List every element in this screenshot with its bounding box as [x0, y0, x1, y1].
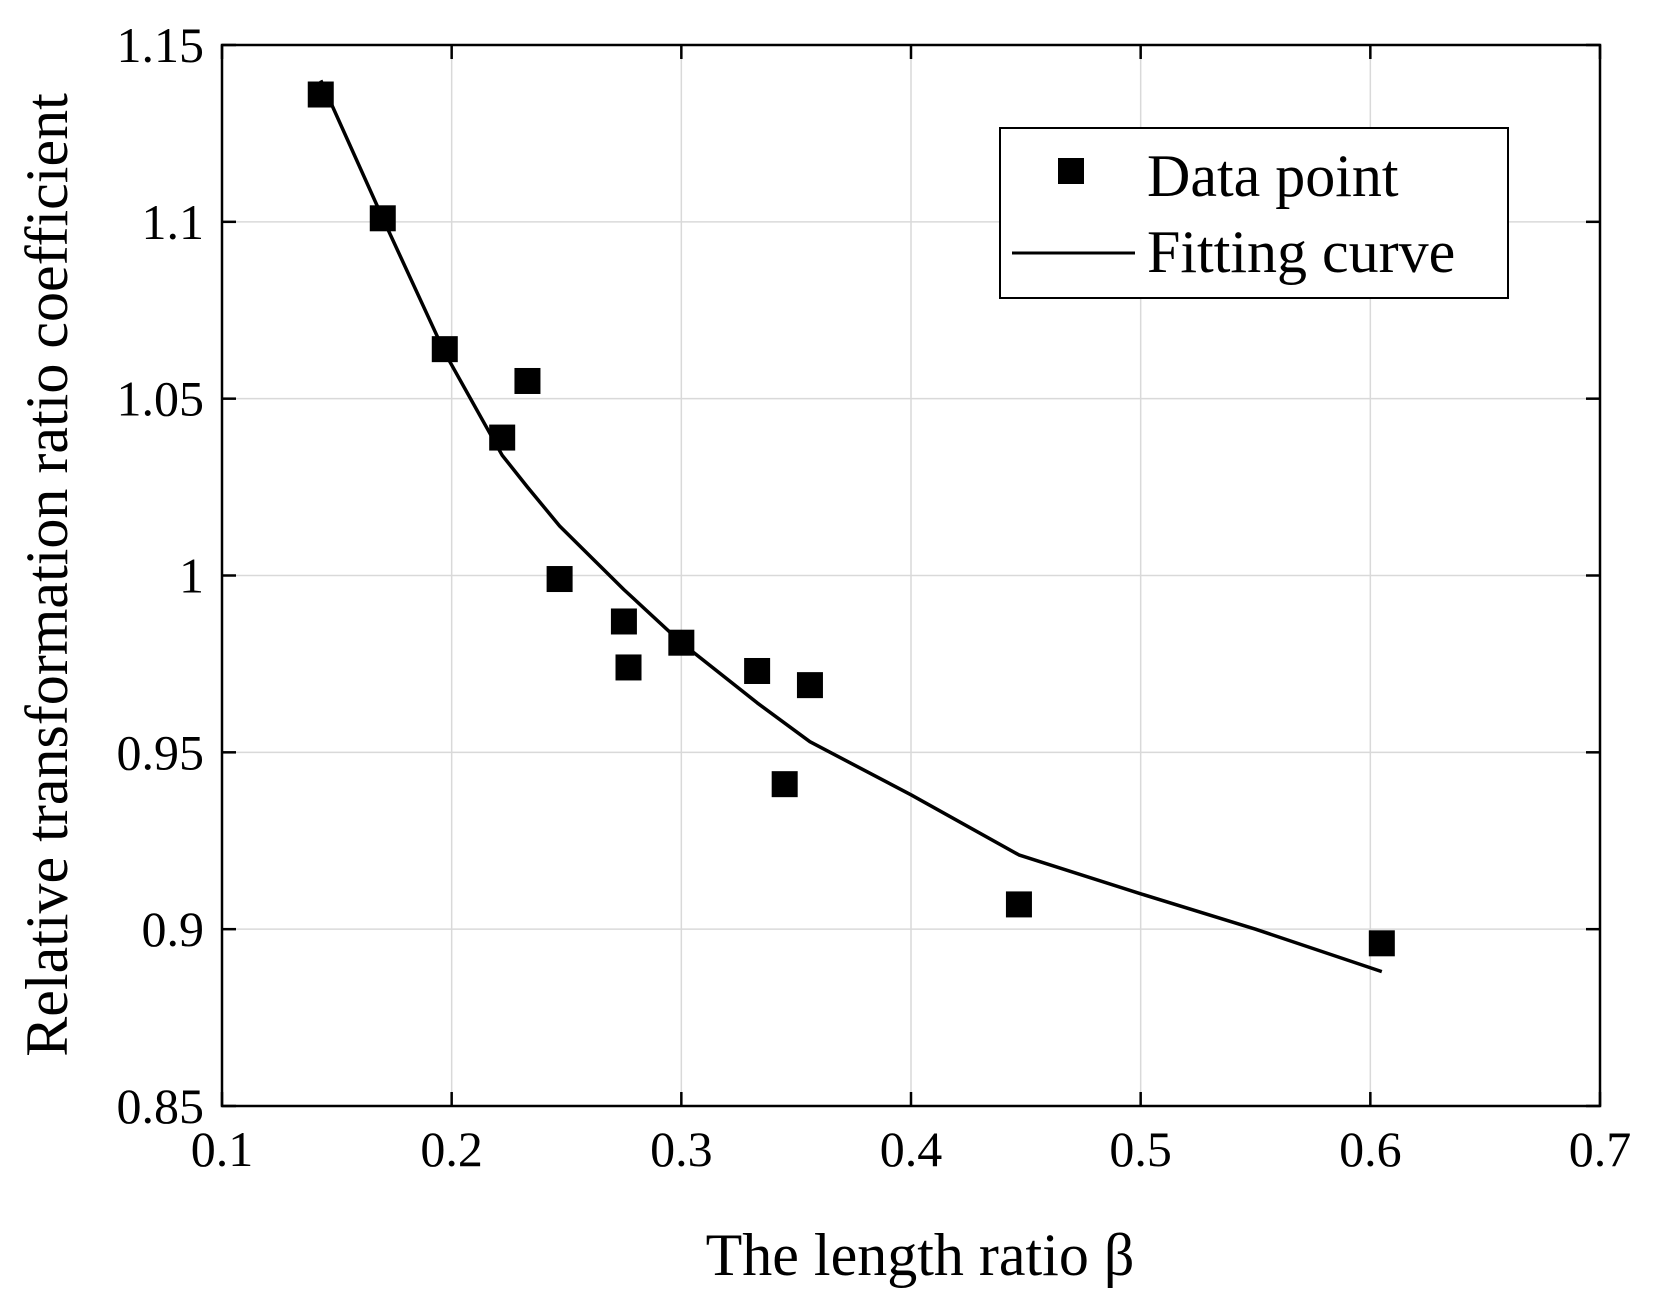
legend-fitting-curve-label: Fitting curve [1147, 219, 1455, 285]
legend-box [999, 127, 1509, 299]
tick-labels: 0.1 0.2 0.3 0.4 0.5 0.6 0.7 0.85 0.9 0.95 1 1.05 1.1… [117, 17, 1632, 1177]
axes [220, 43, 1602, 1108]
data-point-marker [610, 608, 637, 635]
data-point-marker [615, 654, 642, 681]
data-point-marker [546, 566, 573, 593]
data-point-marker [514, 367, 541, 394]
data-point-marker [668, 629, 695, 656]
y-tick-label: 1.1 [142, 194, 205, 250]
y-tick-label: 1 [179, 548, 204, 604]
x-axis-label: The length ratio β [706, 1222, 1135, 1288]
data-point-marker [1005, 891, 1032, 918]
legend-data-point-label: Data point [1147, 143, 1399, 209]
data-point-marker [369, 205, 396, 232]
y-tick-label: 1.15 [117, 17, 205, 73]
data-point-marker [1368, 930, 1395, 957]
y-tick-label: 0.9 [142, 901, 205, 957]
x-tick-label: 0.2 [420, 1121, 483, 1177]
data-point-marker [771, 771, 798, 798]
data-point-marker [489, 424, 516, 451]
y-tick-label: 1.05 [117, 371, 205, 427]
x-tick-label: 0.1 [191, 1121, 254, 1177]
data-point-layer [307, 81, 1395, 957]
x-tick-label: 0.7 [1569, 1121, 1632, 1177]
data-point-marker [431, 336, 458, 363]
x-tick-label: 0.3 [650, 1121, 713, 1177]
data-point-marker [796, 672, 823, 699]
data-point-marker [307, 81, 334, 108]
y-tick-label: 0.85 [117, 1078, 205, 1134]
x-tick-label: 0.5 [1109, 1121, 1172, 1177]
data-point-marker [744, 657, 771, 684]
y-tick-label: 0.95 [117, 724, 205, 780]
legend-data-point-marker [1058, 158, 1084, 184]
x-tick-label: 0.6 [1339, 1121, 1402, 1177]
x-tick-label: 0.4 [880, 1121, 943, 1177]
legend: Data point Fitting curve [999, 127, 1509, 299]
y-axis-label: Relative transformation ratio coefficien… [14, 93, 80, 1057]
